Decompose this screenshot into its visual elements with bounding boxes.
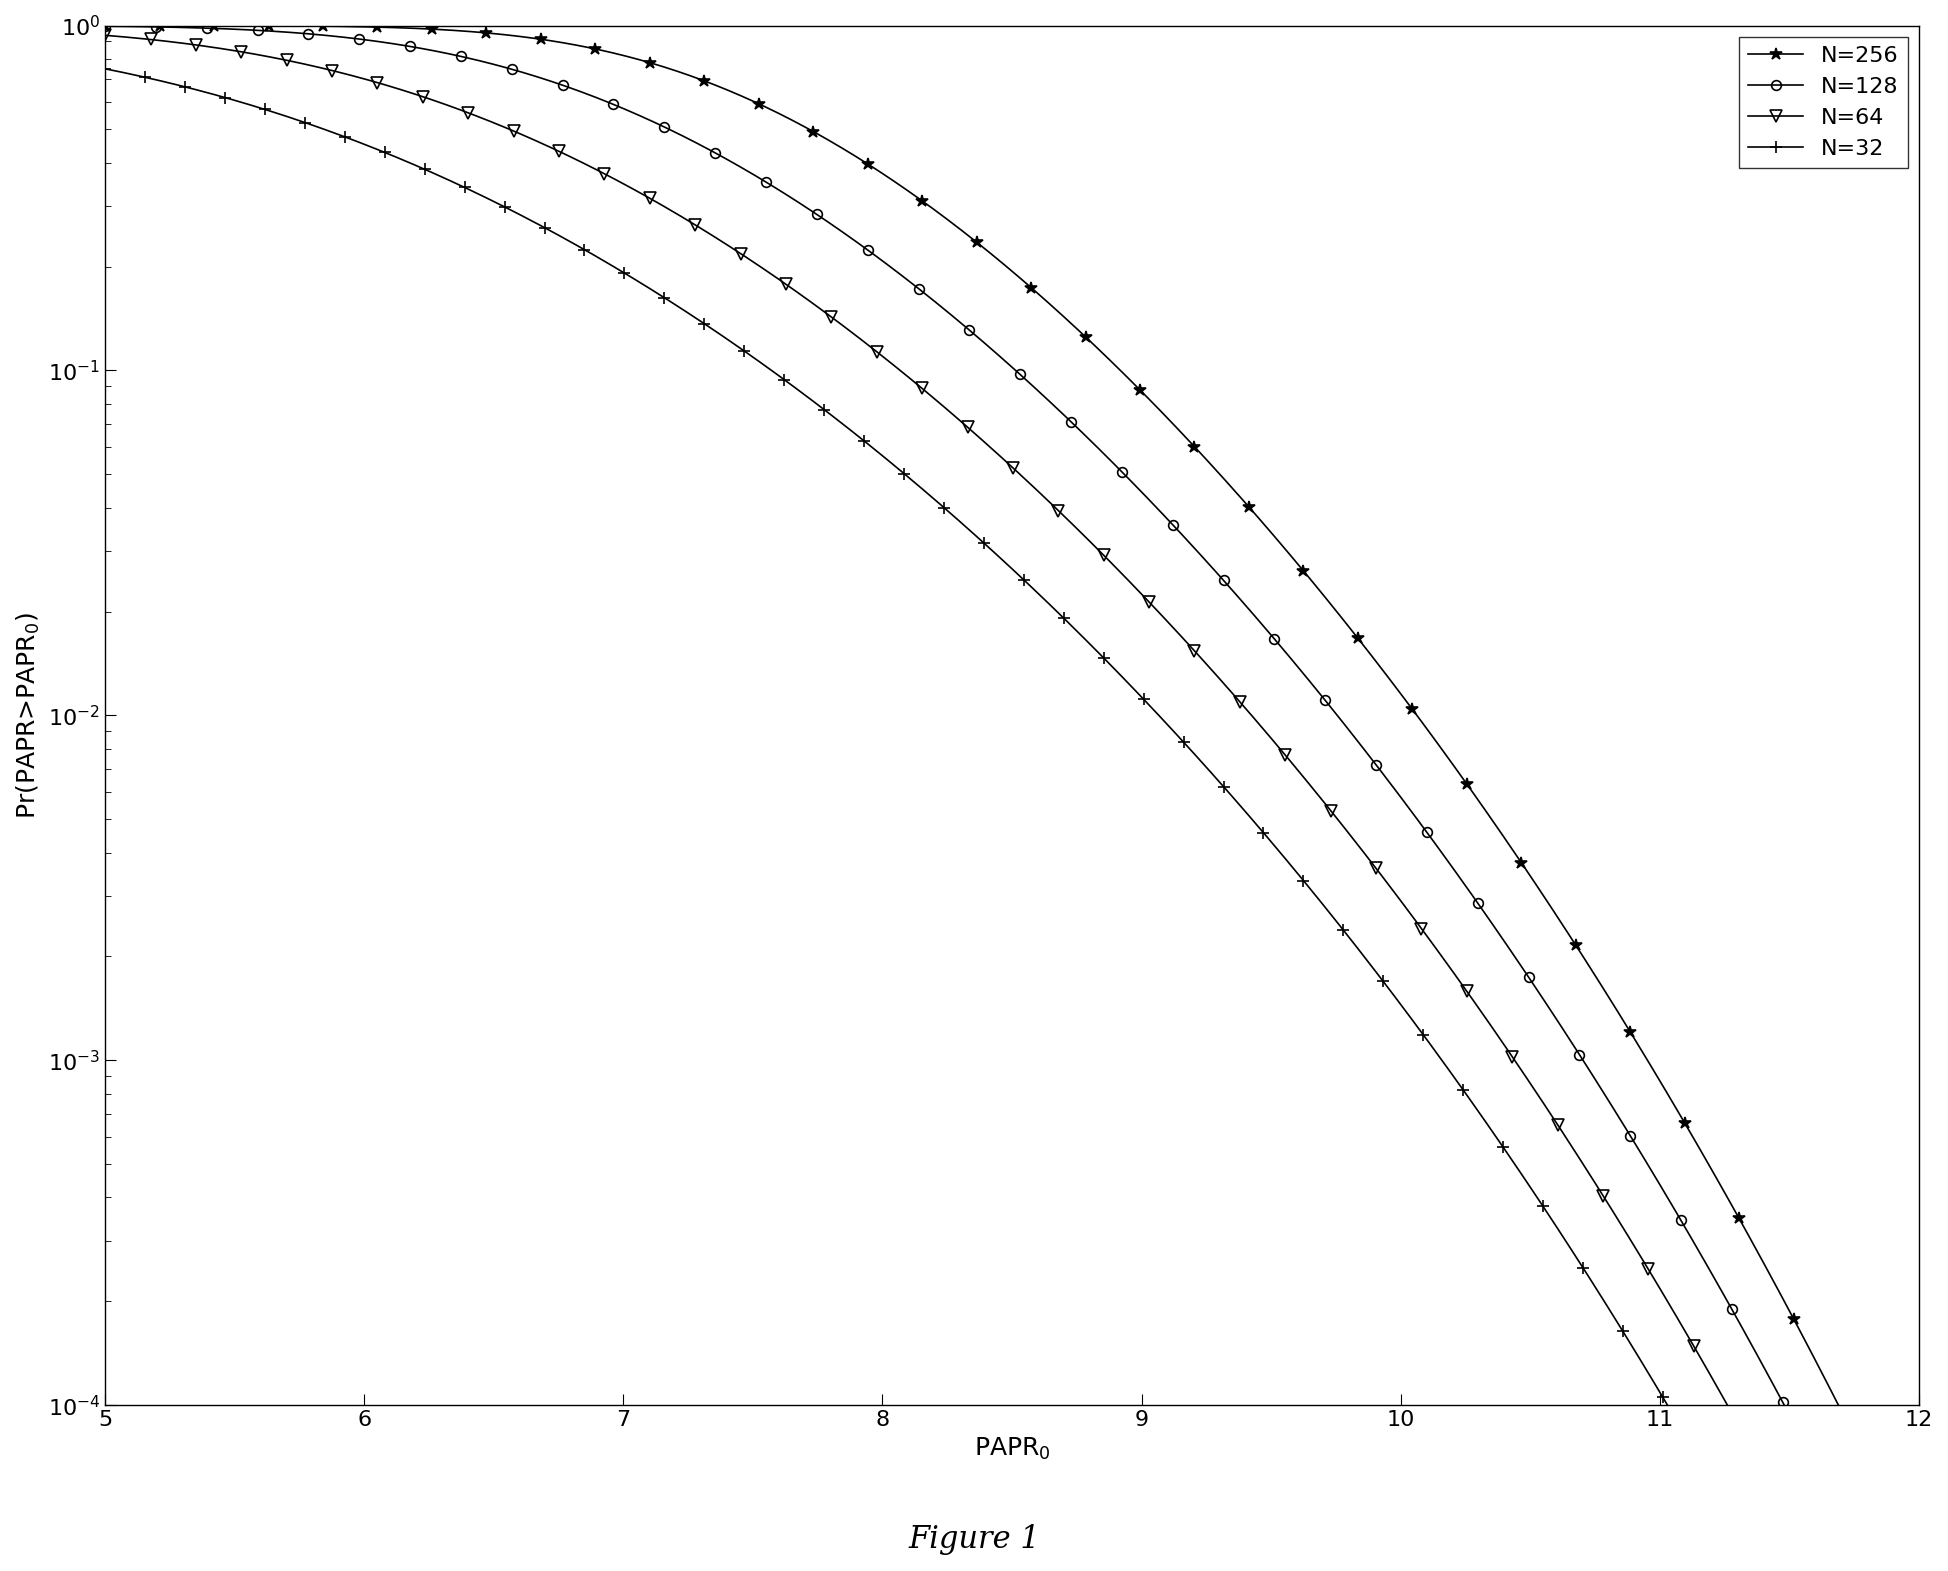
Y-axis label: Pr(PAPR>PAPR$_0$): Pr(PAPR>PAPR$_0$) [16,611,43,818]
N=32 [1360,955,1383,974]
N=64 [1681,1337,1704,1356]
N=64 [1414,927,1438,946]
Legend: N=256, N=128, N=64, N=32: N=256, N=128, N=64, N=32 [1740,36,1907,168]
Line: N=32: N=32 [99,63,1732,1513]
N=256 [972,239,995,258]
N=256 [277,16,300,35]
N=128 [94,17,117,36]
N=64 [267,49,290,68]
N=64 [1759,1474,1782,1492]
N=256 [1878,1499,1901,1518]
Line: N=256: N=256 [99,19,1895,1514]
Line: N=64: N=64 [99,30,1788,1511]
N=128 [939,305,962,324]
N=128 [853,239,877,258]
Line: N=128: N=128 [99,22,1843,1511]
N=32 [1013,570,1036,589]
N=32 [1508,1161,1531,1180]
N=128 [830,223,853,242]
N=128 [1825,1497,1849,1516]
N=128 [1330,712,1354,731]
X-axis label: PAPR$_0$: PAPR$_0$ [974,1436,1050,1461]
N=64 [610,173,633,192]
N=256 [349,17,372,36]
N=64 [94,25,117,44]
N=32 [94,60,117,79]
N=32 [918,485,941,504]
N=256 [94,16,117,35]
Text: Figure 1: Figure 1 [908,1524,1040,1555]
N=32 [771,369,795,388]
N=256 [1576,955,1599,974]
N=32 [1714,1497,1738,1516]
N=128 [1239,602,1262,621]
N=64 [171,35,195,53]
N=256 [1440,753,1463,771]
N=32 [621,269,645,287]
N=64 [1771,1497,1794,1516]
N=128 [588,90,612,108]
N=256 [1262,526,1286,545]
